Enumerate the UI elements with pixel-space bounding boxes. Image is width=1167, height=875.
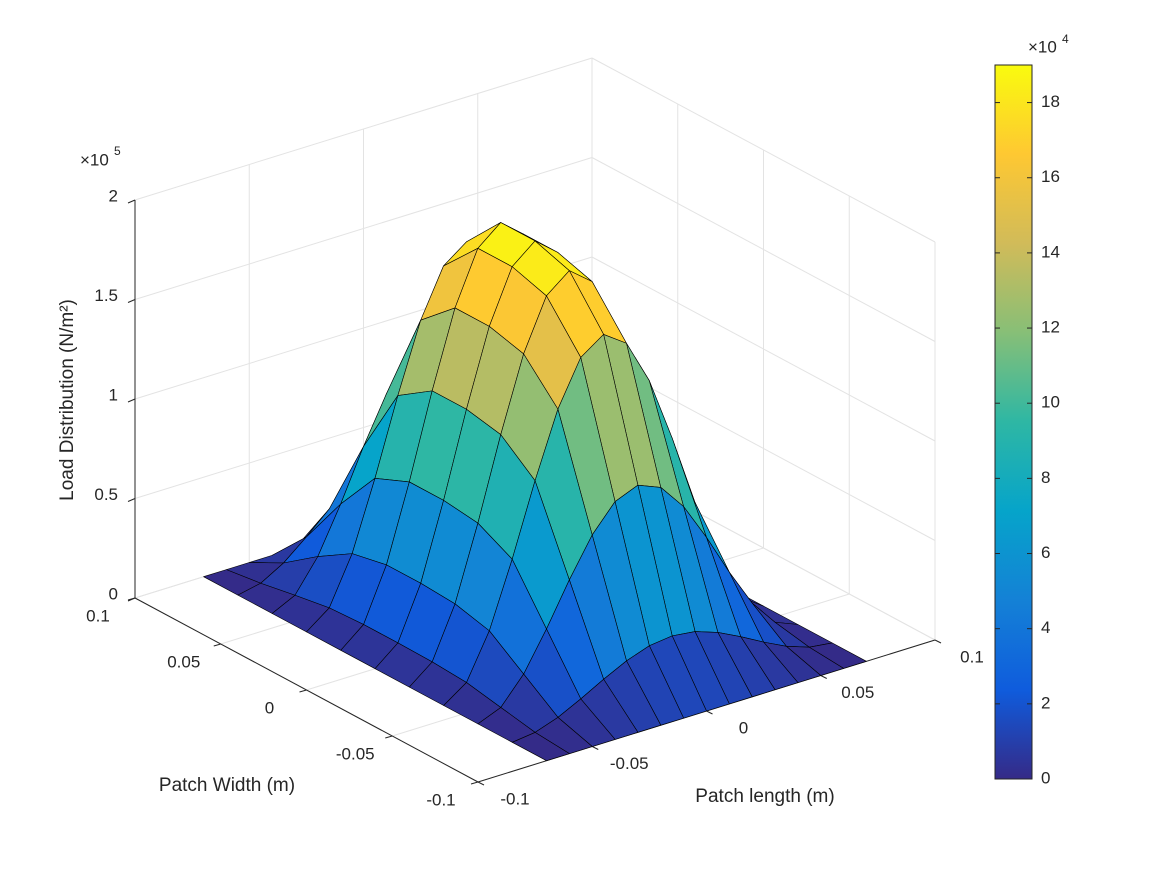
colorbar-tick-label: 0 (1041, 768, 1050, 787)
wall-grid-line (591, 256, 936, 442)
colorbar-exponent-power: 4 (1062, 32, 1069, 46)
z-exponent-power: 5 (114, 144, 121, 158)
z-tick-label: 2 (109, 186, 118, 205)
x-tick-label: -0.05 (610, 754, 649, 773)
z-tick (127, 597, 136, 602)
z-exponent-base: ×10 (80, 150, 109, 169)
z-axis-label: Load Distribution (N/m²) (57, 299, 78, 501)
y-tick-label: 0 (265, 698, 274, 717)
x-tick (820, 675, 827, 679)
wall-grid-line (134, 57, 593, 201)
x-tick-label: 0.1 (960, 647, 984, 666)
wall-grid-line (591, 157, 936, 342)
x-tick (592, 746, 599, 750)
colorbar-tick-label: 10 (1041, 393, 1060, 412)
colorbar-tick-label: 12 (1041, 318, 1060, 337)
x-tick (477, 781, 485, 786)
y-axis-label: Patch Width (m) (159, 775, 295, 796)
y-tick (470, 781, 479, 785)
z-tick-label: 0 (109, 584, 118, 603)
colorbar-tick-label: 16 (1041, 167, 1060, 186)
colorbar (994, 64, 1033, 780)
z-tick (127, 199, 136, 204)
wall-grid-line (591, 57, 936, 243)
colorbar-tick-label: 4 (1041, 618, 1050, 637)
y-tick (213, 643, 221, 647)
colorbar-tick-label: 14 (1041, 242, 1060, 261)
z-tick-label: 0.5 (94, 485, 118, 504)
x-tick (706, 710, 713, 715)
x-tick (934, 639, 942, 644)
x-tick-label: 0.05 (841, 683, 874, 702)
wall-grid-line (134, 157, 593, 300)
z-tick (127, 498, 136, 502)
z-tick-label: 1 (109, 385, 118, 404)
colorbar-tick-label: 18 (1041, 92, 1060, 111)
y-tick (299, 689, 307, 693)
colorbar-tick-label: 2 (1041, 693, 1050, 712)
surface-patch (511, 732, 570, 762)
x-tick-label: 0 (739, 718, 748, 737)
z-tick-label: 1.5 (94, 286, 118, 305)
x-tick-label: -0.1 (500, 789, 529, 808)
colorbar-tick-label: 8 (1041, 468, 1050, 487)
y-tick-label: -0.05 (336, 744, 375, 763)
z-tick (127, 299, 136, 303)
y-tick-label: 0.1 (86, 606, 110, 625)
z-tick (127, 398, 136, 403)
y-tick (385, 735, 393, 739)
y-tick-label: -0.1 (426, 790, 455, 809)
colorbar-exponent-base: ×10 (1028, 37, 1057, 56)
surface (203, 222, 867, 762)
y-tick-label: 0.05 (167, 652, 200, 671)
x-axis-label: Patch length (m) (695, 786, 834, 807)
colorbar-tick-label: 6 (1041, 543, 1050, 562)
